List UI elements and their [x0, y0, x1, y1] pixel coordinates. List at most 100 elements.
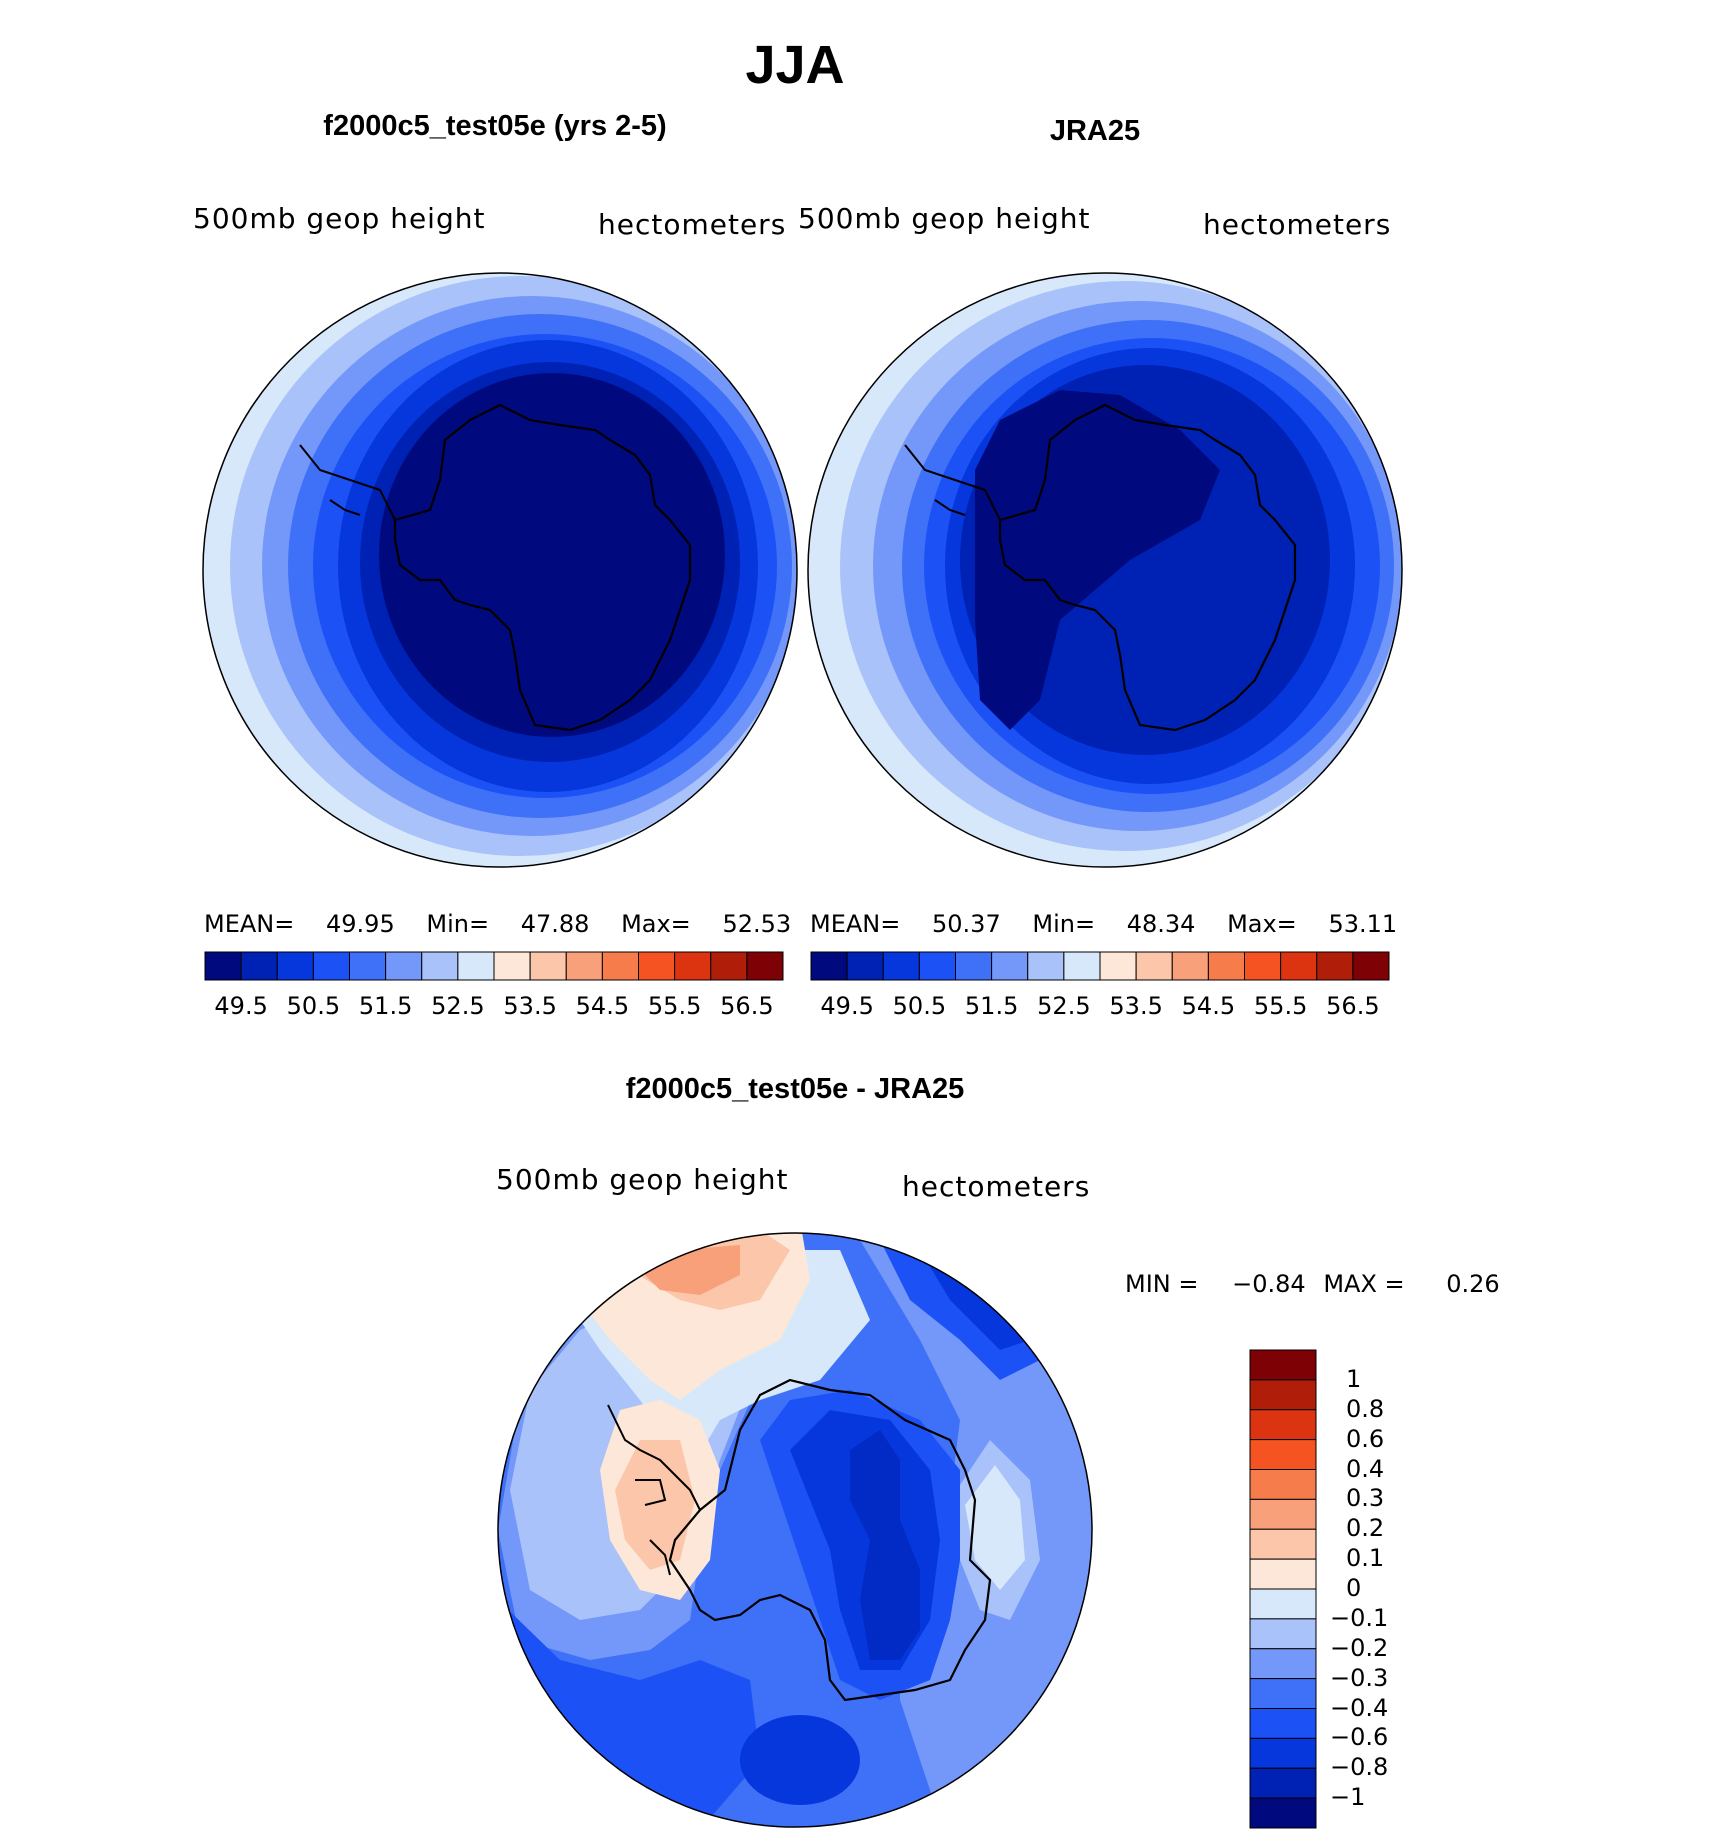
colorbar-swatch — [312, 951, 350, 981]
colorbar-swatch — [882, 951, 920, 981]
colorbar-2 — [810, 951, 1390, 981]
colorbar-swatch — [1249, 1797, 1317, 1829]
panel-1-mean-label: MEAN= — [204, 910, 295, 938]
colorbar-tick-label: −0.2 — [1330, 1633, 1389, 1662]
colorbar-tick-label: −1 — [1330, 1783, 1366, 1812]
colorbar-swatch — [565, 951, 603, 981]
colorbar-tick-label: 49.5 — [820, 992, 874, 1020]
colorbar-swatch — [1316, 951, 1354, 981]
colorbar-swatch — [1249, 1528, 1317, 1560]
panel-1-max-value: 52.53 — [722, 910, 792, 938]
panel-1-stats: MEAN= 49.95 Min= 47.88 Max= 52.53 — [204, 910, 791, 938]
colorbar-tick-label: −0.8 — [1330, 1753, 1389, 1782]
colorbar-tick-label: 55.5 — [647, 992, 702, 1020]
panel-2-max-value: 53.11 — [1328, 910, 1398, 938]
colorbar-swatch — [240, 951, 278, 981]
colorbar-swatch — [1249, 1469, 1317, 1500]
panel-2-title: JRA25 — [1049, 115, 1141, 147]
colorbar-tick-label: 0.2 — [1346, 1514, 1385, 1543]
colorbar-tick-label: −0.3 — [1330, 1663, 1389, 1692]
colorbar-swatch — [529, 951, 567, 981]
panel-1-units-label: hectometers — [598, 208, 787, 241]
panel-2-stats: MEAN= 50.37 Min= 48.34 Max= 53.11 — [810, 910, 1397, 938]
colorbar-tick-label: 54.5 — [1181, 992, 1236, 1020]
colorbar-1-ticks: 49.5 50.5 51.5 52.5 53.5 54.5 55.5 56.5 — [204, 992, 784, 1022]
colorbar-tick-label: 54.5 — [575, 992, 630, 1020]
colorbar-diff — [1249, 1349, 1317, 1829]
antarctica-outline-1 — [393, 403, 692, 732]
panel-2-min-value: 48.34 — [1126, 910, 1196, 938]
colorbar-swatch — [1249, 1767, 1317, 1799]
colorbar-tick-label: −0.1 — [1330, 1603, 1389, 1632]
colorbar-swatch — [421, 951, 459, 981]
colorbar-tick-label: 55.5 — [1253, 992, 1308, 1020]
panel-1-min-label: Min= — [426, 910, 490, 938]
diff-min-label: MIN = — [1125, 1270, 1199, 1298]
colorbar-tick-label: 53.5 — [503, 992, 557, 1020]
colorbar-swatch — [1249, 1439, 1317, 1470]
colorbar-swatch — [204, 951, 242, 981]
colorbar-tick-label: 49.5 — [214, 992, 268, 1020]
colorbar-swatch — [1249, 1588, 1317, 1620]
colorbar-swatch — [674, 951, 712, 981]
colorbar-swatch — [1244, 951, 1282, 981]
diff-minmax: MIN = −0.84 MAX = 0.26 — [1125, 1270, 1500, 1298]
panel-2-mean-label: MEAN= — [810, 910, 901, 938]
colorbar-swatch — [1249, 1349, 1317, 1381]
colorbar-tick-label: 56.5 — [1326, 992, 1380, 1020]
colorbar-swatch — [1171, 951, 1209, 981]
figure-title: JJA — [745, 35, 845, 95]
colorbar-swatch — [1249, 1737, 1317, 1769]
colorbar-swatch — [1207, 951, 1245, 981]
colorbar-swatch — [1027, 951, 1065, 981]
colorbar-tick-label: 0 — [1346, 1574, 1362, 1602]
colorbar-tick-label: 0.4 — [1346, 1454, 1385, 1483]
panel-1-min-value: 47.88 — [520, 910, 590, 938]
colorbar-swatch — [1249, 1648, 1317, 1680]
colorbar-swatch — [710, 951, 748, 981]
colorbar-swatch — [493, 951, 531, 981]
panel-2-mean-value: 50.37 — [932, 910, 1001, 938]
panel-1-max-label: Max= — [621, 910, 691, 938]
antarctica-outline-2 — [998, 403, 1297, 732]
colorbar-swatch — [1280, 951, 1318, 981]
colorbar-swatch — [1352, 951, 1390, 981]
colorbar-swatch — [1249, 1678, 1317, 1709]
colorbar-swatch — [349, 951, 387, 981]
colorbar-1 — [204, 951, 784, 981]
colorbar-swatch — [1063, 951, 1101, 981]
colorbar-tick-label: 51.5 — [358, 992, 413, 1020]
colorbar-tick-label: 52.5 — [1037, 992, 1091, 1020]
colorbar-tick-label: 1 — [1346, 1364, 1362, 1393]
colorbar-swatch — [1249, 1379, 1317, 1411]
diff-max-label: MAX = — [1323, 1270, 1405, 1298]
colorbar-swatch — [918, 951, 956, 981]
diff-max-value: 0.26 — [1446, 1270, 1500, 1298]
colorbar-swatch — [955, 951, 993, 981]
colorbar-swatch — [846, 951, 884, 981]
panel-2-min-label: Min= — [1032, 910, 1096, 938]
panel-2-variable-label: 500mb geop height — [798, 202, 1091, 235]
colorbar-swatch — [746, 951, 784, 981]
diff-units-label: hectometers — [902, 1170, 1091, 1203]
colorbar-diff-ticks: 1 0.8 0.6 0.4 0.3 0.2 0.1 0 −0.1 −0.2 −0.3 −0.4 −0.6… — [1330, 1349, 1450, 1829]
colorbar-swatch — [810, 951, 848, 981]
colorbar-swatch — [276, 951, 314, 981]
colorbar-swatch — [991, 951, 1029, 981]
colorbar-swatch — [385, 951, 423, 981]
colorbar-swatch — [601, 951, 639, 981]
panel-2-max-label: Max= — [1227, 910, 1297, 938]
colorbar-swatch — [1099, 951, 1137, 981]
colorbar-tick-label: 0.1 — [1346, 1544, 1385, 1573]
panel-1-title: f2000c5_test05e (yrs 2-5) — [323, 110, 667, 142]
diff-panel-title: f2000c5_test05e - JRA25 — [625, 1073, 965, 1105]
colorbar-swatch — [1135, 951, 1173, 981]
colorbar-tick-label: 53.5 — [1109, 992, 1163, 1020]
colorbar-tick-label: 56.5 — [720, 992, 774, 1020]
colorbar-swatch — [1249, 1708, 1317, 1739]
colorbar-swatch — [638, 951, 676, 981]
colorbar-tick-label: 50.5 — [892, 992, 947, 1020]
colorbar-tick-label: 0.6 — [1346, 1424, 1385, 1453]
colorbar-swatch — [457, 951, 495, 981]
diff-variable-label: 500mb geop height — [496, 1163, 789, 1196]
